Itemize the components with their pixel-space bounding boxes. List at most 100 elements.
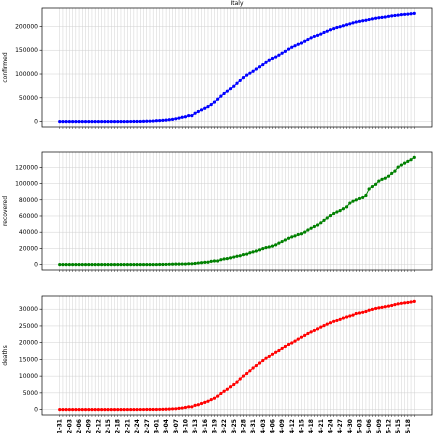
data-point <box>122 119 126 124</box>
data-point <box>212 100 217 104</box>
y-tick-label: 15000 <box>19 356 38 363</box>
data-point <box>87 263 91 267</box>
data-point <box>235 254 239 258</box>
x-tick-label: 04-06 <box>269 419 276 433</box>
data-point <box>312 224 316 229</box>
data-point <box>257 248 262 252</box>
data-point <box>71 407 75 412</box>
data-point <box>325 322 329 326</box>
data-point <box>122 263 126 267</box>
data-point <box>344 315 349 319</box>
data-point <box>257 361 262 365</box>
data-point <box>319 32 323 36</box>
data-point <box>348 314 352 318</box>
data-point <box>361 310 365 314</box>
data-point <box>341 24 345 28</box>
data-point <box>264 246 268 250</box>
data-point <box>93 263 97 267</box>
data-point <box>286 342 291 347</box>
x-tick-label: 01-31 <box>57 419 64 433</box>
data-point <box>373 306 378 311</box>
data-point <box>180 115 184 119</box>
data-point <box>274 55 278 59</box>
y-tick-label: 50000 <box>19 95 38 102</box>
data-point <box>228 87 233 91</box>
data-point <box>158 407 162 412</box>
y-tick-label: 5000 <box>23 390 38 397</box>
data-point <box>386 174 391 178</box>
data-point <box>206 260 210 264</box>
data-point <box>396 302 400 306</box>
y-tick-label: 10000 <box>19 373 38 380</box>
data-point <box>386 304 391 308</box>
data-point <box>373 182 378 186</box>
data-point <box>357 19 362 23</box>
data-point <box>322 218 326 223</box>
data-point <box>254 249 258 253</box>
data-point <box>351 313 355 317</box>
x-tick-label: 03-19 <box>211 419 218 433</box>
y-tick-label: 60000 <box>19 213 38 220</box>
data-point <box>383 176 387 180</box>
data-point <box>277 241 281 245</box>
x-tick-label: 02-21 <box>124 419 131 433</box>
data-point <box>312 328 316 333</box>
data-point <box>83 263 88 267</box>
x-tick-label: 02-27 <box>144 419 151 433</box>
x-tick-label: 04-18 <box>308 419 315 433</box>
data-point <box>228 256 233 260</box>
data-point <box>261 247 265 251</box>
x-tick-label: 04-27 <box>337 419 344 433</box>
data-point <box>309 36 313 40</box>
data-point <box>129 263 133 267</box>
data-point <box>296 337 300 341</box>
x-tick-label: 05-03 <box>356 419 363 433</box>
data-point <box>141 263 146 267</box>
data-point <box>196 109 200 114</box>
chart-title: Italy <box>230 0 243 7</box>
data-point <box>61 263 65 267</box>
x-tick-label: 02-03 <box>66 419 73 433</box>
data-point <box>306 37 310 42</box>
x-tick-label: 05-09 <box>376 419 383 433</box>
data-point <box>351 199 355 203</box>
data-point <box>148 407 152 412</box>
data-point <box>58 407 62 412</box>
data-point <box>254 363 258 368</box>
data-point <box>277 348 281 353</box>
data-point <box>396 13 400 17</box>
data-point <box>406 159 410 163</box>
data-point <box>145 262 149 267</box>
x-tick-label: 03-01 <box>153 419 160 433</box>
data-point <box>167 118 171 122</box>
x-tick-label: 02-06 <box>76 419 83 433</box>
data-point <box>100 263 104 267</box>
data-point <box>367 187 371 191</box>
data-point <box>303 230 307 234</box>
data-point <box>380 177 384 181</box>
data-point <box>380 15 384 19</box>
data-point <box>193 111 197 115</box>
data-point <box>332 27 336 31</box>
data-point <box>167 262 171 266</box>
data-point <box>135 119 139 124</box>
data-point <box>270 56 275 61</box>
data-point <box>83 119 88 124</box>
data-point <box>190 262 194 266</box>
data-point <box>106 407 110 412</box>
data-point <box>77 407 81 412</box>
data-point <box>141 119 146 123</box>
data-point <box>129 119 133 124</box>
data-point <box>83 407 88 412</box>
data-point <box>138 119 142 124</box>
data-point <box>351 21 355 25</box>
data-point <box>306 228 310 232</box>
y-tick-label: 120000 <box>15 164 38 171</box>
data-point <box>280 51 284 55</box>
data-point <box>219 258 223 262</box>
data-point <box>228 385 233 389</box>
data-point <box>341 316 345 320</box>
data-point <box>328 213 333 218</box>
data-point <box>196 261 200 265</box>
x-tick-label: 03-04 <box>163 419 170 433</box>
